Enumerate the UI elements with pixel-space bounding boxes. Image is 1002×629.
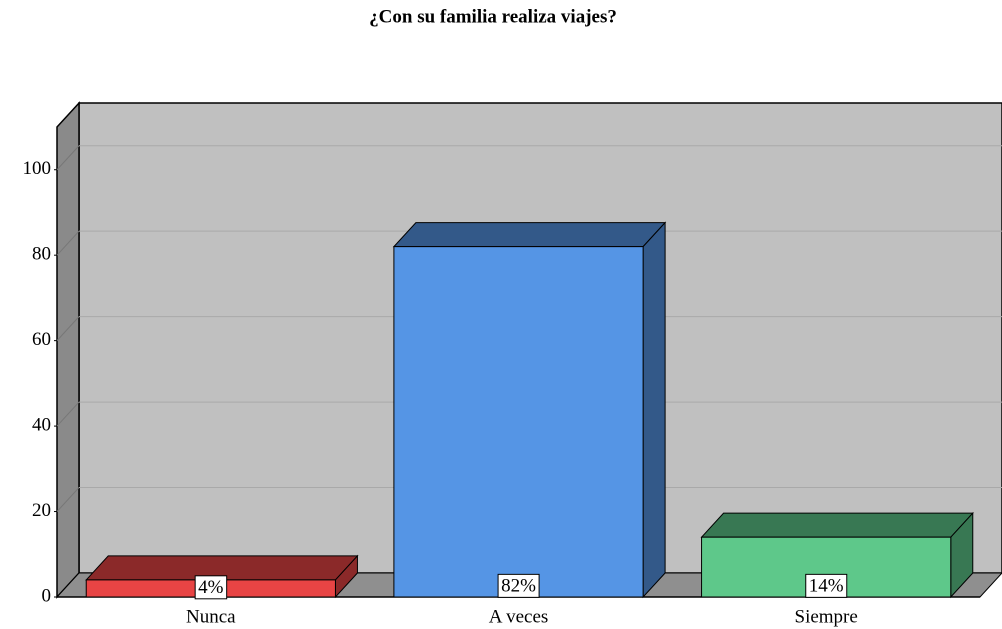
y-tick-label: 0 xyxy=(42,585,52,606)
x-tick-label: Nunca xyxy=(186,606,236,627)
x-tick-label: A veces xyxy=(489,606,549,627)
y-tick-label: 60 xyxy=(32,329,51,350)
value-label: 14% xyxy=(809,575,844,596)
y-tick-label: 80 xyxy=(32,244,51,265)
y-tick-label: 40 xyxy=(32,414,51,435)
value-label: 4% xyxy=(198,577,224,598)
y-tick-label: 20 xyxy=(32,500,51,521)
grid-line-side xyxy=(56,316,80,341)
grid-line-side xyxy=(56,401,80,427)
bar-top xyxy=(700,512,974,538)
value-label-box xyxy=(497,573,540,598)
value-label: 82% xyxy=(501,575,536,596)
value-label-box xyxy=(805,573,848,598)
grid-line-side xyxy=(56,145,80,171)
bar-side xyxy=(642,221,666,599)
grid-line-side xyxy=(56,230,80,256)
bar xyxy=(393,246,644,598)
value-label-box xyxy=(194,575,228,600)
left-wall xyxy=(56,101,80,599)
grid-line-side xyxy=(56,487,80,512)
chart-title: ¿Con su familia realiza viajes? xyxy=(369,6,617,27)
bar-top xyxy=(392,222,667,248)
y-tick-label: 100 xyxy=(23,158,52,179)
x-tick-label: Siempre xyxy=(795,606,858,627)
